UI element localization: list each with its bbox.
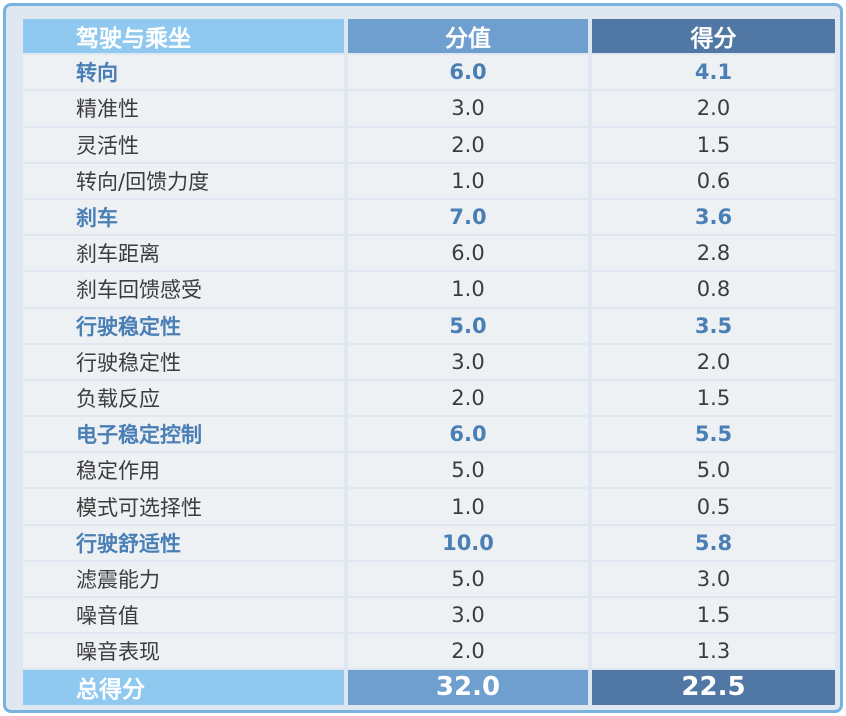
category-row: 行驶舒适性 10.0 5.8 xyxy=(23,525,835,560)
row-max-score: 1.0 xyxy=(348,272,588,307)
table-row: 滤震能力 5.0 3.0 xyxy=(23,561,835,596)
row-score: 3.0 xyxy=(592,561,835,596)
row-label: 行驶稳定性 xyxy=(23,344,344,379)
row-max-score: 1.0 xyxy=(348,163,588,198)
category-row: 转向 6.0 4.1 xyxy=(23,55,835,90)
table-row: 转向/回馈力度 1.0 0.6 xyxy=(23,163,835,198)
row-score: 3.5 xyxy=(592,308,835,343)
row-score: 2.0 xyxy=(592,344,835,379)
row-label: 滤震能力 xyxy=(23,561,344,596)
row-max-score: 7.0 xyxy=(348,199,588,235)
row-label: 刹车距离 xyxy=(23,236,344,271)
row-score: 0.8 xyxy=(592,272,835,307)
row-max-score: 2.0 xyxy=(348,127,588,162)
row-max-score: 3.0 xyxy=(348,91,588,126)
row-score: 0.5 xyxy=(592,489,835,524)
row-max-score: 1.0 xyxy=(348,489,588,524)
category-row: 刹车 7.0 3.6 xyxy=(23,199,835,235)
category-row: 电子稳定控制 6.0 5.5 xyxy=(23,417,835,452)
table-row: 灵活性 2.0 1.5 xyxy=(23,127,835,162)
header-category: 驾驶与乘坐 xyxy=(23,19,344,54)
category-row: 行驶稳定性 5.0 3.5 xyxy=(23,308,835,343)
row-max-score: 3.0 xyxy=(348,598,588,633)
row-label: 电子稳定控制 xyxy=(23,417,344,452)
table-row: 噪音表现 2.0 1.3 xyxy=(23,634,835,669)
row-max-score: 5.0 xyxy=(348,453,588,488)
header-max-score: 分值 xyxy=(348,19,588,54)
row-label: 转向/回馈力度 xyxy=(23,163,344,198)
score-table: 驾驶与乘坐 分值 得分 转向 6.0 4.1 精准性 3.0 2.0 灵活性 2.0 1.5 转向… xyxy=(23,19,835,707)
row-score: 1.5 xyxy=(592,598,835,633)
table-row: 负载反应 2.0 1.5 xyxy=(23,380,835,416)
table-footer-row: 总得分 32.0 22.5 xyxy=(23,670,835,705)
row-score: 5.0 xyxy=(592,453,835,488)
row-label: 刹车 xyxy=(23,199,344,235)
table-row: 稳定作用 5.0 5.0 xyxy=(23,453,835,488)
table-body: 转向 6.0 4.1 精准性 3.0 2.0 灵活性 2.0 1.5 转向/回馈力度 1.0 0.6 刹… xyxy=(23,55,835,669)
row-max-score: 10.0 xyxy=(348,525,588,560)
row-max-score: 2.0 xyxy=(348,380,588,416)
row-score: 5.5 xyxy=(592,417,835,452)
row-label: 噪音值 xyxy=(23,598,344,633)
row-score: 0.6 xyxy=(592,163,835,198)
table-row: 行驶稳定性 3.0 2.0 xyxy=(23,344,835,379)
row-max-score: 6.0 xyxy=(348,417,588,452)
table-row: 精准性 3.0 2.0 xyxy=(23,91,835,126)
header-score: 得分 xyxy=(592,19,835,54)
row-label: 精准性 xyxy=(23,91,344,126)
row-max-score: 6.0 xyxy=(348,236,588,271)
row-max-score: 3.0 xyxy=(348,344,588,379)
row-label: 行驶舒适性 xyxy=(23,525,344,560)
row-max-score: 5.0 xyxy=(348,308,588,343)
row-score: 5.8 xyxy=(592,525,835,560)
score-table-frame: 驾驶与乘坐 分值 得分 转向 6.0 4.1 精准性 3.0 2.0 灵活性 2.0 1.5 转向… xyxy=(3,3,843,713)
row-score: 4.1 xyxy=(592,55,835,90)
row-max-score: 5.0 xyxy=(348,561,588,596)
total-label: 总得分 xyxy=(23,670,344,705)
row-label: 行驶稳定性 xyxy=(23,308,344,343)
row-label: 转向 xyxy=(23,55,344,90)
row-max-score: 2.0 xyxy=(348,634,588,669)
row-score: 3.6 xyxy=(592,199,835,235)
row-label: 稳定作用 xyxy=(23,453,344,488)
row-score: 2.0 xyxy=(592,91,835,126)
table-row: 模式可选择性 1.0 0.5 xyxy=(23,489,835,524)
row-score: 1.5 xyxy=(592,127,835,162)
row-label: 负载反应 xyxy=(23,380,344,416)
row-score: 1.3 xyxy=(592,634,835,669)
table-row: 刹车回馈感受 1.0 0.8 xyxy=(23,272,835,307)
total-score: 22.5 xyxy=(592,670,835,705)
row-max-score: 6.0 xyxy=(348,55,588,90)
table-header-row: 驾驶与乘坐 分值 得分 xyxy=(23,19,835,54)
row-score: 1.5 xyxy=(592,380,835,416)
row-score: 2.8 xyxy=(592,236,835,271)
row-label: 模式可选择性 xyxy=(23,489,344,524)
row-label: 刹车回馈感受 xyxy=(23,272,344,307)
row-label: 噪音表现 xyxy=(23,634,344,669)
total-max-score: 32.0 xyxy=(348,670,588,705)
table-row: 刹车距离 6.0 2.8 xyxy=(23,236,835,271)
row-label: 灵活性 xyxy=(23,127,344,162)
table-row: 噪音值 3.0 1.5 xyxy=(23,598,835,633)
